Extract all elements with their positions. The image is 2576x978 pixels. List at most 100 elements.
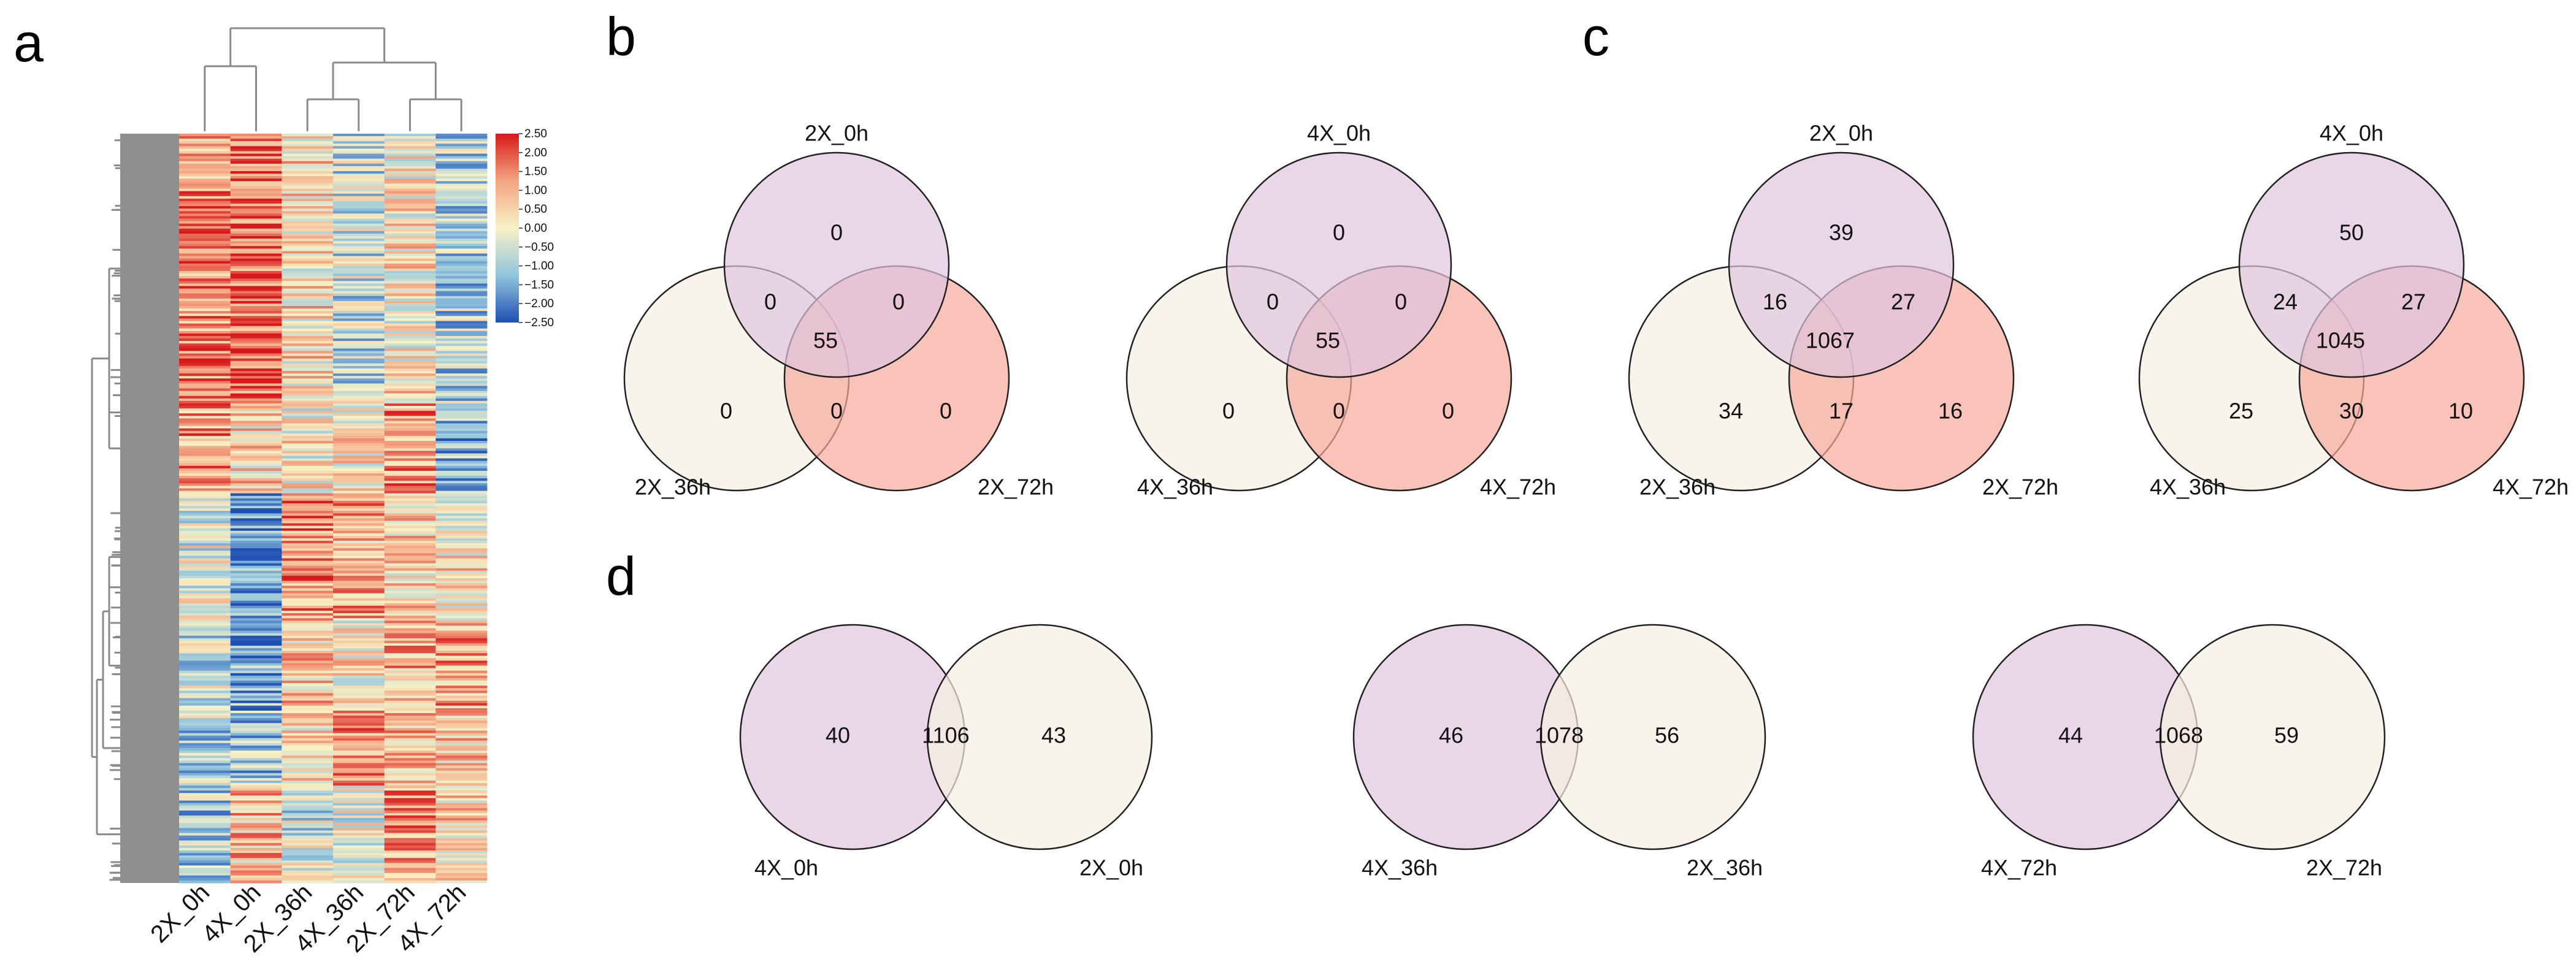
- heatmap-cell: [435, 733, 488, 736]
- heatmap-cell: [230, 708, 282, 711]
- heatmap-cell: [333, 755, 385, 758]
- heatmap-cell: [282, 181, 334, 184]
- heatmap-cell: [179, 740, 231, 744]
- heatmap-cell: [230, 703, 282, 706]
- heatmap-cell: [179, 708, 231, 711]
- heatmap-cell: [230, 823, 282, 826]
- heatmap-cell: [179, 391, 231, 394]
- heatmap-cell: [282, 286, 334, 289]
- heatmap-cell: [384, 251, 436, 254]
- heatmap-cell: [179, 551, 231, 554]
- heatmap-cell: [333, 728, 385, 732]
- heatmap-cell: [230, 625, 282, 629]
- heatmap-cell: [333, 498, 385, 502]
- heatmap-cell: [384, 773, 436, 776]
- heatmap-cell: [179, 381, 231, 384]
- heatmap-cell: [384, 158, 436, 162]
- heatmap-cell: [333, 603, 385, 606]
- heatmap-cell: [333, 743, 385, 746]
- heatmap-cell: [282, 376, 334, 379]
- heatmap-cell: [230, 713, 282, 716]
- heatmap-cell: [282, 760, 334, 763]
- heatmap-cell: [435, 293, 488, 297]
- heatmap-cell: [333, 686, 385, 689]
- heatmap-cell: [230, 241, 282, 244]
- heatmap-cell: [179, 393, 231, 397]
- heatmap-cell: [230, 330, 282, 334]
- venn-set-label: 4X_36h: [1137, 475, 1213, 500]
- heatmap-cell: [230, 178, 282, 181]
- heatmap-cell: [384, 335, 436, 339]
- venn-region-count: 0: [1395, 289, 1407, 315]
- heatmap-cell: [282, 281, 334, 284]
- heatmap-cell: [435, 465, 488, 469]
- heatmap-cell: [384, 208, 436, 212]
- heatmap-cell: [230, 403, 282, 407]
- heatmap-cell: [435, 838, 488, 841]
- heatmap-cell: [230, 565, 282, 569]
- heatmap-cell: [435, 156, 488, 159]
- heatmap-cell: [333, 693, 385, 696]
- heatmap-cell: [333, 805, 385, 809]
- heatmap-cell: [435, 239, 488, 242]
- heatmap-cell: [179, 248, 231, 251]
- heatmap-cell: [282, 261, 334, 264]
- heatmap-cell: [282, 790, 334, 793]
- heatmap-cell: [384, 683, 436, 686]
- heatmap-cell: [435, 613, 488, 616]
- heatmap-cell: [384, 468, 436, 472]
- heatmap-cell: [333, 605, 385, 609]
- heatmap-cell: [179, 705, 231, 709]
- heatmap-cell: [282, 833, 334, 836]
- heatmap-cell: [282, 151, 334, 155]
- heatmap-cell: [230, 658, 282, 661]
- heatmap-cell: [435, 213, 488, 216]
- row-dendrogram: [91, 134, 179, 883]
- heatmap-cell: [230, 540, 282, 544]
- heatmap-cell: [384, 558, 436, 562]
- heatmap-cell: [282, 330, 334, 334]
- venn-set-label: 2X_72h: [1982, 475, 2058, 500]
- venn-region-count: 10: [2448, 399, 2473, 424]
- heatmap-cell: [179, 535, 231, 539]
- heatmap-cell: [333, 213, 385, 216]
- heatmap-cell: [333, 356, 385, 359]
- heatmap-cell: [179, 226, 231, 229]
- heatmap-cell: [230, 338, 282, 342]
- heatmap-cell: [333, 408, 385, 411]
- heatmap-cell: [282, 621, 334, 624]
- heatmap-cell: [435, 730, 488, 734]
- heatmap-cell: [333, 800, 385, 804]
- heatmap-cell: [282, 143, 334, 147]
- heatmap-cell: [282, 658, 334, 661]
- heatmap-cell: [384, 139, 436, 142]
- heatmap-cell: [435, 686, 488, 689]
- heatmap-cell: [282, 335, 334, 339]
- heatmap-cell: [384, 243, 436, 246]
- heatmap-cell: [282, 456, 334, 459]
- heatmap-cell: [230, 376, 282, 379]
- heatmap-cell: [435, 833, 488, 836]
- heatmap-cell: [230, 298, 282, 302]
- column-dendrogram: [204, 27, 462, 131]
- heatmap-cell: [230, 468, 282, 472]
- heatmap-cell: [179, 421, 231, 424]
- heatmap-cell: [282, 153, 334, 157]
- heatmap-cell: [282, 710, 334, 714]
- heatmap-cell: [333, 690, 385, 693]
- heatmap-cell: [435, 548, 488, 551]
- heatmap-cell: [435, 266, 488, 269]
- heatmap-cell: [282, 438, 334, 441]
- heatmap-cell: [435, 775, 488, 779]
- heatmap-cell: [384, 441, 436, 444]
- heatmap-cell: [384, 833, 436, 836]
- heatmap-cell: [384, 204, 436, 207]
- heatmap-cell: [179, 158, 231, 162]
- heatmap-cell: [179, 560, 231, 564]
- venn-set-label: 2X_36h: [1687, 855, 1763, 881]
- heatmap-cell: [333, 770, 385, 774]
- heatmap-cell: [435, 777, 488, 781]
- heatmap-cell: [435, 395, 488, 399]
- heatmap-cell: [333, 413, 385, 416]
